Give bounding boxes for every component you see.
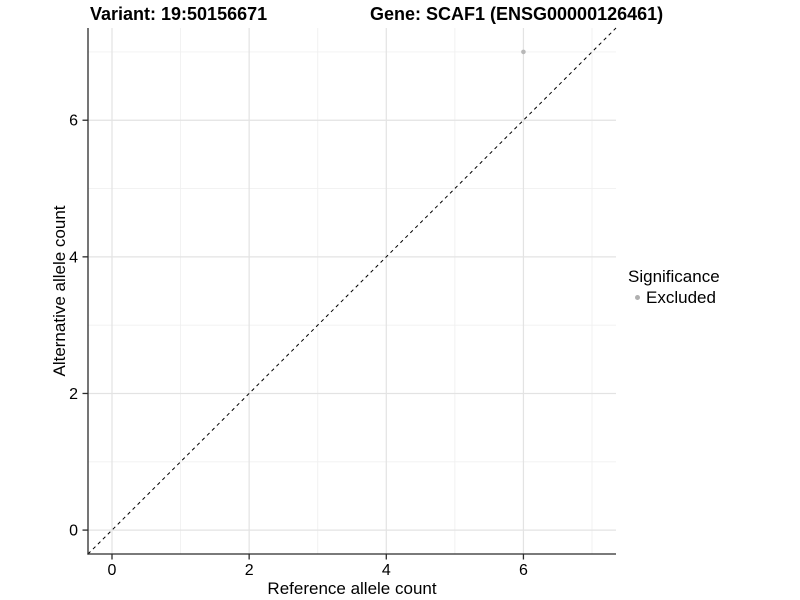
x-axis-title: Reference allele count — [267, 579, 437, 598]
legend-title: Significance — [628, 267, 720, 286]
x-tick-label: 2 — [245, 562, 254, 579]
legend: Significance Excluded — [628, 266, 720, 308]
y-tick-label: 2 — [69, 386, 78, 403]
legend-item-excluded: Excluded — [628, 287, 720, 308]
y-tick-label: 4 — [69, 249, 78, 266]
excluded-point-icon — [635, 295, 640, 300]
x-tick-label: 4 — [382, 562, 391, 579]
legend-item-label: Excluded — [646, 288, 716, 307]
y-tick-label: 6 — [69, 113, 78, 130]
x-tick-label: 0 — [108, 562, 117, 579]
x-tick-label: 6 — [519, 562, 528, 579]
variant-title: Variant: 19:50156671 — [90, 4, 268, 24]
data-point-excluded — [521, 49, 526, 55]
identity-line — [87, 27, 617, 555]
y-tick-label: 0 — [69, 523, 78, 540]
gene-title: Gene: SCAF1 (ENSG00000126461) — [370, 4, 664, 24]
y-axis-title: Alternative allele count — [50, 205, 69, 377]
